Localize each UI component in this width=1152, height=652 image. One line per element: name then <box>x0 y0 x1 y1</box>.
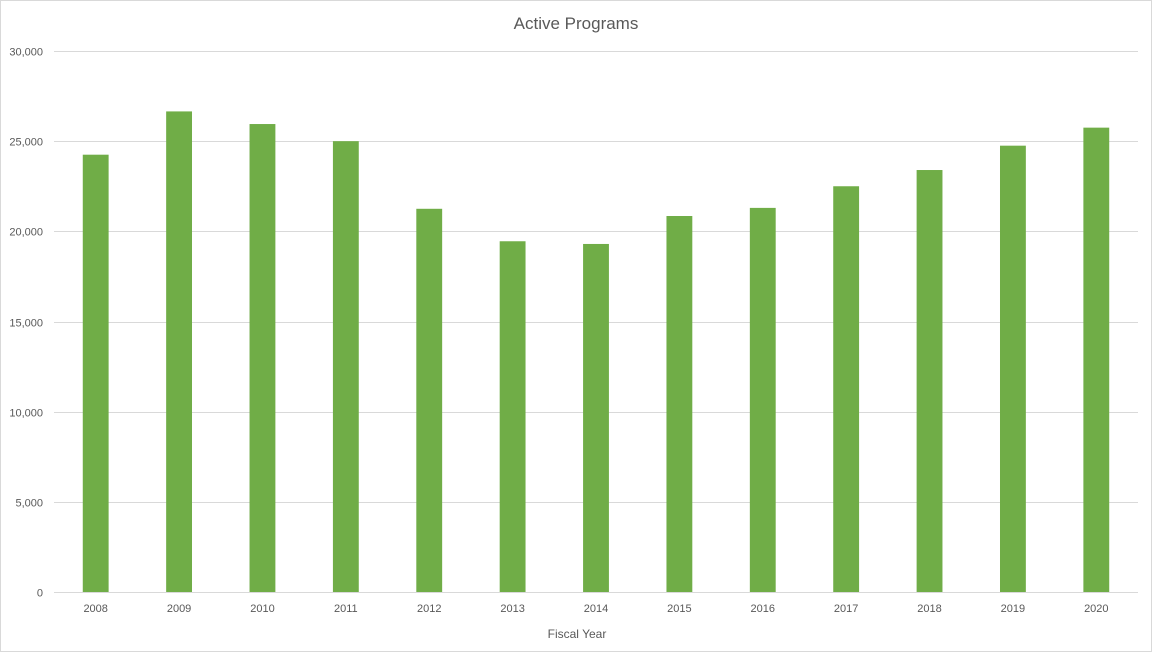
bar-2016 <box>749 207 776 592</box>
bar-2014 <box>583 243 609 592</box>
bar-2015 <box>666 216 693 592</box>
chart-title: Active Programs <box>514 14 639 33</box>
y-tick-label: 30,000 <box>9 47 43 59</box>
x-axis-title: Fiscal Year <box>548 627 607 641</box>
x-tick-label: 2013 <box>500 603 524 615</box>
y-tick-label: 10,000 <box>9 408 43 420</box>
x-tick-label: 2010 <box>250 603 274 615</box>
x-tick-label: 2011 <box>334 603 358 615</box>
bars <box>82 111 1110 593</box>
x-tick-label: 2012 <box>417 603 441 615</box>
y-tick-label: 25,000 <box>9 137 43 149</box>
bar-2008 <box>82 154 109 593</box>
x-tick-label: 2018 <box>917 603 941 615</box>
y-tick-label: 5,000 <box>15 498 43 510</box>
x-tick-label: 2016 <box>751 603 775 615</box>
bar-2013 <box>499 241 526 593</box>
x-tick-label: 2008 <box>83 603 107 615</box>
bar-2009 <box>166 111 193 592</box>
bar-2010 <box>249 124 276 592</box>
bar-2020 <box>1083 127 1110 593</box>
y-tick-label: 15,000 <box>9 318 43 330</box>
x-axis-tick-labels: 2008 2009 2010 2011 2012 2013 2014 2015 2016 2017… <box>83 603 1108 615</box>
bar-2018 <box>916 170 943 592</box>
x-tick-label: 2015 <box>667 603 691 615</box>
bar-2017 <box>833 186 860 592</box>
bar-2012 <box>416 208 443 592</box>
bar-2011 <box>332 141 359 592</box>
x-tick-label: 2009 <box>167 603 191 615</box>
x-tick-label: 2017 <box>834 603 858 615</box>
bar-2019 <box>999 145 1026 593</box>
y-tick-label: 20,000 <box>9 227 43 239</box>
x-tick-label: 2014 <box>584 603 608 615</box>
y-tick-label: 0 <box>37 588 43 600</box>
y-axis-tick-labels: 0 5,000 10,000 15,000 20,000 25,000 30,000 <box>9 47 43 600</box>
x-tick-label: 2020 <box>1084 603 1108 615</box>
x-tick-label: 2019 <box>1001 603 1025 615</box>
